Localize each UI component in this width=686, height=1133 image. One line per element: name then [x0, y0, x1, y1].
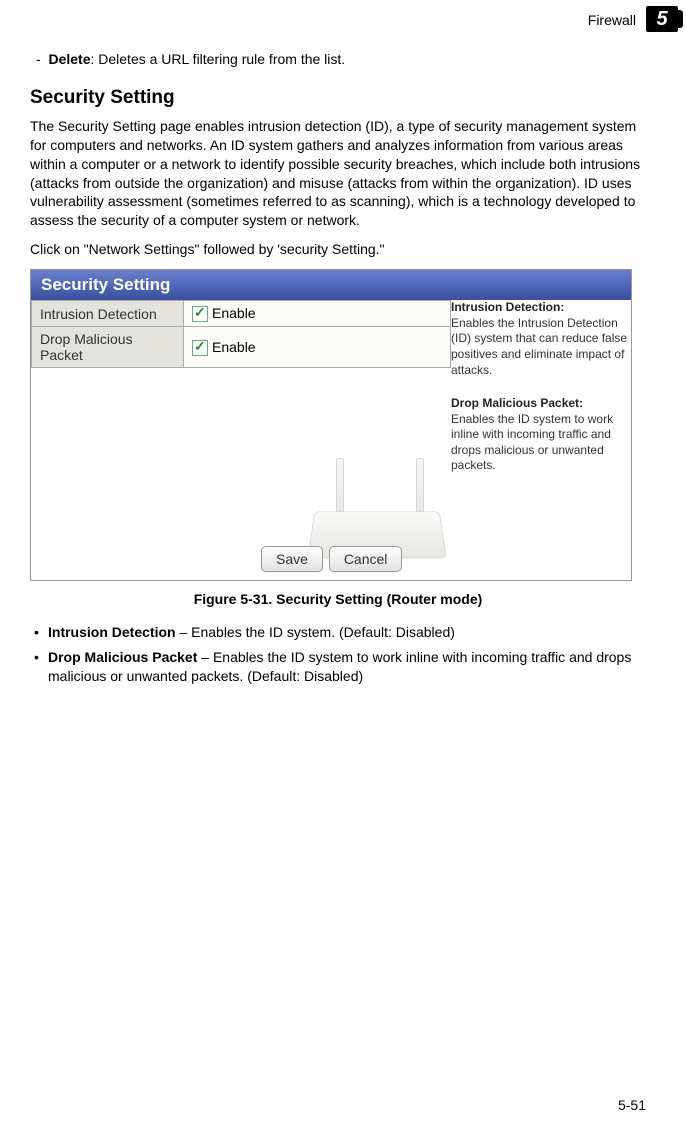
help-text-1: Enables the Intrusion Detection (ID) sys… [451, 316, 631, 378]
table-row: Intrusion Detection Enable [32, 301, 451, 327]
delete-label: Delete [48, 51, 90, 67]
list-item: Intrusion Detection – Enables the ID sys… [30, 623, 646, 642]
screenshot-title: Security Setting [31, 270, 631, 300]
row-value: Enable [184, 327, 451, 368]
help-panel: Intrusion Detection: Enables the Intrusi… [451, 300, 631, 474]
section-heading: Security Setting [30, 87, 646, 109]
page-number: 5-51 [618, 1097, 646, 1113]
chapter-number: 5 [656, 8, 667, 30]
page-content: - Delete: Deletes a URL filtering rule f… [30, 50, 646, 686]
save-button[interactable]: Save [261, 546, 323, 572]
help-heading-1: Intrusion Detection: [451, 300, 631, 316]
screenshot-figure: Security Setting Intrusion Detection Ena… [30, 269, 632, 581]
help-heading-2: Drop Malicious Packet: [451, 396, 631, 412]
badge-ear [677, 10, 683, 28]
button-row: Save Cancel [261, 546, 404, 572]
page-header: Firewall 5 [0, 10, 686, 40]
para-2: Click on "Network Settings" followed by … [30, 240, 646, 259]
figure-caption: Figure 5-31. Security Setting (Router mo… [30, 591, 646, 607]
row-value: Enable [184, 301, 451, 327]
enable-text: Enable [212, 305, 256, 321]
item-bold: Intrusion Detection [48, 624, 176, 640]
cancel-button[interactable]: Cancel [329, 546, 403, 572]
item-text: – Enables the ID system. (Default: Disab… [176, 624, 455, 640]
feature-list: Intrusion Detection – Enables the ID sys… [30, 623, 646, 686]
list-item: Drop Malicious Packet – Enables the ID s… [30, 648, 646, 686]
delete-text: : Deletes a URL filtering rule from the … [90, 51, 345, 67]
row-label: Drop Malicious Packet [32, 327, 184, 368]
checkbox-icon[interactable] [192, 340, 208, 356]
delete-bullet: - Delete: Deletes a URL filtering rule f… [48, 50, 646, 69]
table-row: Drop Malicious Packet Enable [32, 327, 451, 368]
row-label: Intrusion Detection [32, 301, 184, 327]
item-bold: Drop Malicious Packet [48, 649, 197, 665]
header-section: Firewall [588, 12, 636, 28]
para-1: The Security Setting page enables intrus… [30, 117, 646, 230]
chapter-badge: 5 [646, 6, 678, 32]
checkbox-icon[interactable] [192, 306, 208, 322]
enable-text: Enable [212, 339, 256, 355]
settings-table: Intrusion Detection Enable Drop Maliciou… [31, 300, 451, 368]
